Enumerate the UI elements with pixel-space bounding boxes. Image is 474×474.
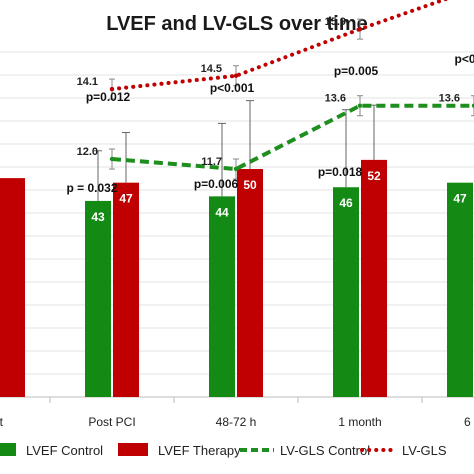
line-value-label: 11.7 xyxy=(201,156,222,168)
x-tick-label: Post PCI xyxy=(88,415,135,429)
line-point xyxy=(357,103,363,108)
bar-lvef-control xyxy=(333,187,359,397)
bar-value-label: 47 xyxy=(119,192,133,206)
x-tick-label: 48-72 h xyxy=(216,415,257,429)
bar-p-value: p = 0.032 xyxy=(66,181,117,195)
line-p-value: p=0.012 xyxy=(86,90,131,104)
bar-value-label: 44 xyxy=(215,205,229,219)
bar-lvef-therapy xyxy=(237,169,263,397)
bar-value-label: 43 xyxy=(91,210,105,224)
x-tick-label: 6 m xyxy=(464,415,474,429)
lines xyxy=(109,0,474,172)
legend-swatch xyxy=(0,443,16,456)
line-value-label: 14.5 xyxy=(201,63,222,75)
line-value-label: 14.1 xyxy=(77,76,98,88)
legend-swatch xyxy=(118,443,148,456)
line-point xyxy=(233,73,239,78)
line-value-label: 15.9 xyxy=(325,16,346,28)
line-point xyxy=(471,103,474,108)
data-labels: 43 44 46 47 47 50 52 12.0 11.7 13.6 13.6 14.1 14.5 15… xyxy=(66,16,474,224)
line-value-label: 13.6 xyxy=(439,93,460,105)
bar-p-value: p=0.018 xyxy=(318,165,363,179)
bar-value-label: 52 xyxy=(367,169,381,183)
line-value-label: 13.6 xyxy=(325,93,346,105)
series-line-lv-gls-control xyxy=(111,103,474,172)
legend-label: LV-GLS xyxy=(402,443,447,458)
line-value-label: 12.0 xyxy=(77,146,98,158)
x-tick-label: 1 month xyxy=(338,415,381,429)
line-p-value: p<0.001 xyxy=(210,81,255,95)
bar-lvef-therapy xyxy=(361,159,387,397)
line-point xyxy=(109,86,115,92)
x-tick-label: nt xyxy=(0,415,4,429)
line-p-value: p<0.0 xyxy=(454,52,474,66)
series-line-lv-gls xyxy=(110,0,450,92)
bar-value-label: 46 xyxy=(339,196,353,210)
bar-lvef-therapy xyxy=(113,182,139,397)
line-point xyxy=(233,166,239,172)
bar-p-value: p=0.006 xyxy=(194,177,239,191)
bar-lvef-control xyxy=(447,182,473,397)
line-point xyxy=(109,156,115,162)
bars xyxy=(0,159,473,397)
bar-value-label: 47 xyxy=(453,192,467,206)
line-point xyxy=(357,26,363,32)
x-tick-labels: nt Post PCI 48-72 h 1 month 6 m xyxy=(0,415,474,429)
line-p-value: p=0.005 xyxy=(334,64,379,78)
legend-label: LV-GLS Control xyxy=(280,443,370,458)
bar-value-label: 50 xyxy=(243,178,257,192)
bar-lvef-control xyxy=(85,200,111,397)
bar-lvef-control xyxy=(209,196,235,397)
legend-label: LVEF Control xyxy=(26,443,103,458)
legend-label: LVEF Therapy xyxy=(158,443,241,458)
bar-lvef-therapy xyxy=(0,178,25,397)
chart-title: LVEF and LV-GLS over time xyxy=(106,13,368,35)
legend: LVEF Control LVEF Therapy LV-GLS Control LV… xyxy=(0,443,447,458)
